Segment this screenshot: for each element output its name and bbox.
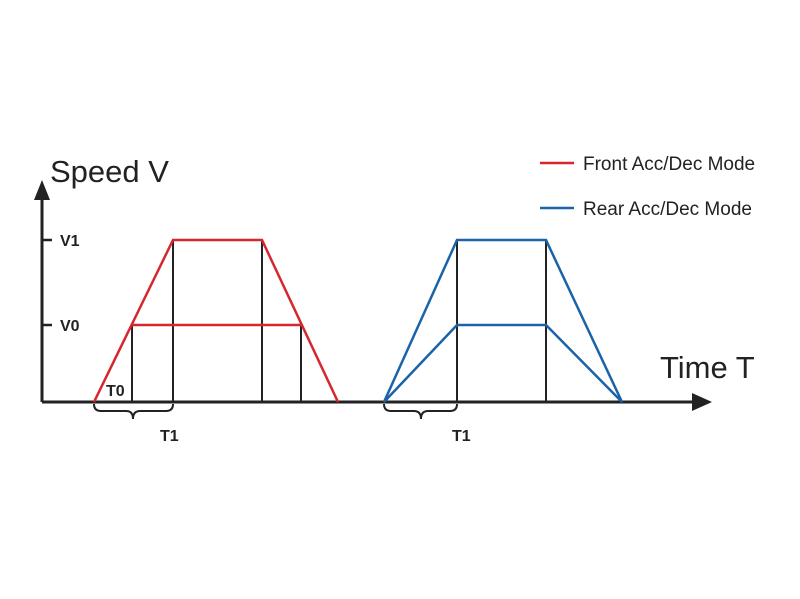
front-curve-v1: [92, 238, 340, 403]
x-axis-arrow: [692, 393, 712, 411]
rear-t1-brace: [383, 403, 458, 420]
legend-rear-label: Rear Acc/Dec Mode: [583, 199, 752, 220]
rear-curve-v1: [382, 238, 624, 403]
y-axis-title: Speed V: [50, 154, 169, 189]
rear-guides: [456, 240, 547, 402]
rear-t1-label: T1: [452, 428, 471, 445]
tick-label-v0: V0: [60, 318, 80, 335]
front-t1-brace: [93, 403, 174, 420]
y-axis-arrow: [34, 180, 50, 200]
legend-front-label: Front Acc/Dec Mode: [583, 154, 755, 175]
front-guides: [131, 240, 302, 402]
rear-curve-v0: [383, 323, 623, 403]
front-t1-label: T1: [160, 428, 179, 445]
tick-label-v1: V1: [60, 233, 80, 250]
x-axis-title: Time T: [660, 350, 755, 385]
legend: Front Acc/Dec Mode Rear Acc/Dec Mode: [540, 154, 755, 220]
t0-label: T0: [106, 383, 125, 400]
